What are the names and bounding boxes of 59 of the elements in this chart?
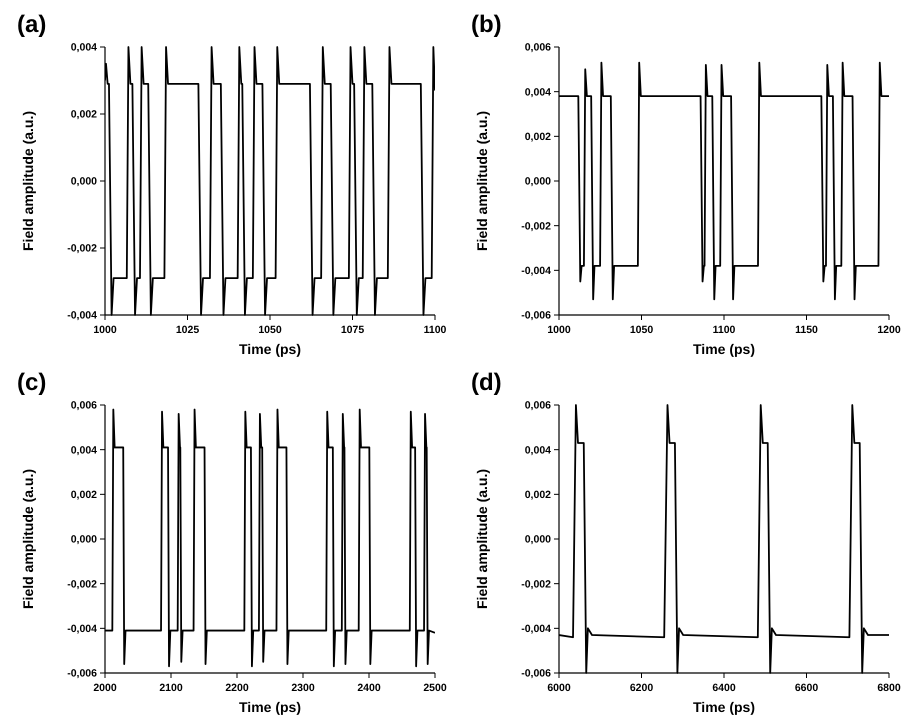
x-axis-title: Time (ps) [693,341,755,357]
x-tick-label: 6400 [712,682,736,694]
y-tick-label: 0,002 [524,131,552,144]
x-tick-label: 2300 [291,682,315,694]
x-tick-label: 1150 [795,324,818,336]
x-tick-label: 1000 [93,324,117,336]
y-tick-label: -0,006 [67,668,98,680]
y-tick-label: 0,004 [70,42,98,54]
x-tick-label: 1200 [877,324,901,336]
x-tick-label: 2500 [423,682,447,694]
x-axis-title: Time (ps) [239,699,301,715]
y-tick-label: 0,002 [524,489,552,502]
y-tick-label: -0,002 [67,578,98,590]
x-tick-label: 2100 [159,682,183,694]
y-tick-label: 0,004 [70,444,98,456]
chart-title: (c) [17,369,46,396]
y-tick-label: -0,006 [521,310,552,322]
x-tick-label: 1100 [424,324,447,336]
y-tick-label: -0,002 [521,220,552,232]
y-axis-title: Field amplitude (a.u.) [20,110,36,252]
y-tick-label: 0,000 [524,534,552,546]
y-axis-title: Field amplitude (a.u.) [474,468,490,610]
y-tick-label: 0,006 [524,42,552,54]
x-tick-label: 6000 [547,682,571,694]
x-tick-label: 6800 [877,682,901,694]
y-tick-label: -0,004 [521,265,552,278]
chart-title: (b) [471,11,502,38]
x-tick-label: 6600 [794,682,818,694]
x-tick-label: 2000 [93,682,117,694]
y-axis-title: Field amplitude (a.u.) [474,110,490,252]
y-tick-label: -0,002 [67,242,98,255]
y-tick-label: -0,004 [67,310,98,322]
x-tick-label: 1025 [176,324,200,336]
y-tick-label: 0,006 [70,400,98,412]
y-tick-label: 0,000 [70,534,98,546]
y-tick-label: -0,004 [521,623,552,636]
x-tick-label: 1050 [630,324,654,336]
x-tick-label: 1000 [547,324,571,336]
y-tick-label: -0,006 [521,668,552,680]
y-tick-label: 0,000 [70,176,98,188]
x-axis-title: Time (ps) [693,699,755,715]
x-tick-label: 1100 [712,324,736,336]
chart-title: (a) [17,11,46,38]
x-tick-label: 6200 [630,682,654,694]
x-tick-label: 1050 [258,324,282,336]
x-axis-title: Time (ps) [239,341,301,357]
y-tick-label: 0,004 [524,86,552,98]
x-tick-label: 2400 [357,682,381,694]
y-tick-label: 0,000 [524,176,552,188]
chart-title: (d) [471,369,502,396]
y-tick-label: 0,006 [524,400,552,412]
x-tick-label: 1075 [340,324,364,336]
y-tick-label: 0,002 [70,489,98,502]
y-tick-label: -0,004 [67,623,98,636]
y-tick-label: -0,002 [521,578,552,590]
x-tick-label: 2200 [225,682,249,694]
y-tick-label: 0,004 [524,444,552,456]
y-tick-label: 0,002 [70,108,98,121]
y-axis-title: Field amplitude (a.u.) [20,468,36,610]
